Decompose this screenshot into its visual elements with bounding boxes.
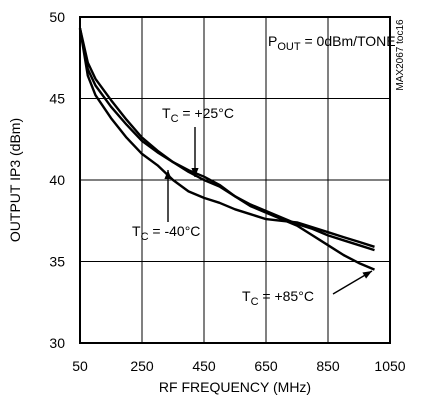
series-arrow-1 — [191, 127, 199, 177]
x-tick-label: 250 — [130, 358, 154, 374]
x-axis-title: RF FREQUENCY (MHz) — [159, 379, 311, 395]
series-arrow-3 — [332, 270, 373, 295]
y-tick-label: 50 — [49, 9, 65, 25]
x-tick-label: 850 — [316, 358, 340, 374]
annotations: POUT = 0dBm/TONE TC = +25°C TC = -40°C TC =… — [132, 33, 396, 308]
series-label-1: TC = +25°C — [162, 105, 234, 125]
x-tick-label: 650 — [254, 358, 278, 374]
y-axis-title: OUTPUT IP3 (dBm) — [7, 118, 23, 242]
condition-label: POUT = 0dBm/TONE — [268, 33, 396, 53]
series-lines — [78, 28, 375, 271]
series-line-2 — [78, 28, 375, 248]
x-tick-label: 450 — [192, 358, 216, 374]
corner-tag: MAX2067 toc16 — [395, 19, 406, 91]
y-tick-label: 30 — [49, 335, 65, 351]
y-tick-label: 40 — [49, 172, 65, 188]
series-arrow-2 — [164, 170, 172, 222]
grid-lines — [80, 17, 390, 343]
plot-frame — [79, 16, 391, 344]
tick-labels: 50 250 450 650 850 1050 30 35 40 45 50 — [49, 9, 405, 374]
series-label-3: TC = +85°C — [242, 288, 314, 308]
series-label-2: TC = -40°C — [132, 223, 200, 243]
series-line-1 — [78, 28, 375, 252]
series-line-3 — [78, 28, 375, 271]
y-tick-label: 45 — [49, 91, 65, 107]
x-tick-label: 1050 — [374, 358, 405, 374]
y-tick-label: 35 — [49, 254, 65, 270]
x-tick-label: 50 — [72, 358, 88, 374]
